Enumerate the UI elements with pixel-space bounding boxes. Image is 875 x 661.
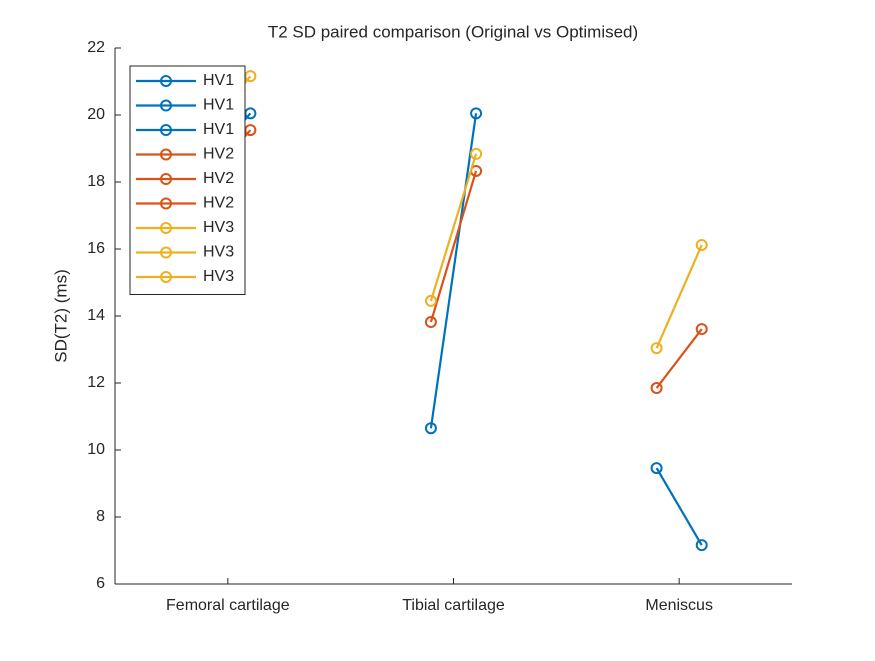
legend-marker: [160, 99, 172, 112]
marker: [650, 382, 663, 395]
legend-label: HV2: [203, 146, 234, 163]
y-axis-label: SD(T2) (ms): [51, 269, 70, 362]
legend-label: HV3: [203, 244, 234, 261]
marker: [695, 323, 708, 336]
marker: [424, 422, 437, 435]
marker: [650, 462, 663, 475]
y-tick-label: 14: [87, 307, 105, 324]
series-line: [429, 170, 478, 323]
series-line: [655, 467, 703, 546]
legend-label: HV3: [203, 268, 234, 285]
y-tick-label: 12: [87, 374, 105, 391]
marker: [650, 342, 663, 355]
series-line: [429, 153, 478, 302]
legend-label: HV1: [203, 121, 234, 138]
y-tick-label: 8: [96, 508, 105, 525]
legend-label: HV3: [203, 219, 234, 236]
legend-marker: [160, 148, 172, 161]
y-tick-label: 20: [87, 106, 105, 123]
legend-marker: [160, 222, 172, 234]
series-line: [655, 328, 703, 389]
x-tick-label: Femoral cartilage: [166, 597, 290, 614]
marker: [470, 147, 483, 160]
chart-title: T2 SD paired comparison (Original vs Opt…: [268, 22, 638, 41]
series-line: [429, 113, 478, 429]
legend-box: [129, 65, 246, 295]
marker: [695, 238, 708, 251]
marker: [424, 294, 437, 307]
marker: [470, 107, 483, 120]
y-tick-label: 22: [87, 39, 105, 56]
legend-label: HV2: [203, 195, 234, 212]
marker: [424, 316, 437, 329]
legend-marker: [160, 75, 172, 87]
series-line: [655, 244, 703, 349]
legend-label: HV1: [203, 97, 234, 114]
legend-marker: [160, 271, 172, 283]
y-tick-label: 18: [87, 173, 105, 190]
y-tick-label: 16: [87, 240, 105, 257]
legend-label: HV2: [203, 170, 234, 187]
legend-marker: [160, 197, 172, 210]
x-tick-label: Tibial cartilage: [402, 597, 505, 614]
legend-marker: [160, 124, 172, 136]
legend-marker: [160, 246, 172, 259]
y-tick-label: 10: [87, 441, 105, 458]
marker: [695, 539, 708, 552]
y-tick-label: 6: [96, 575, 105, 592]
legend-marker: [160, 173, 172, 185]
legend-label: HV1: [203, 72, 234, 89]
x-tick-label: Meniscus: [645, 597, 713, 614]
